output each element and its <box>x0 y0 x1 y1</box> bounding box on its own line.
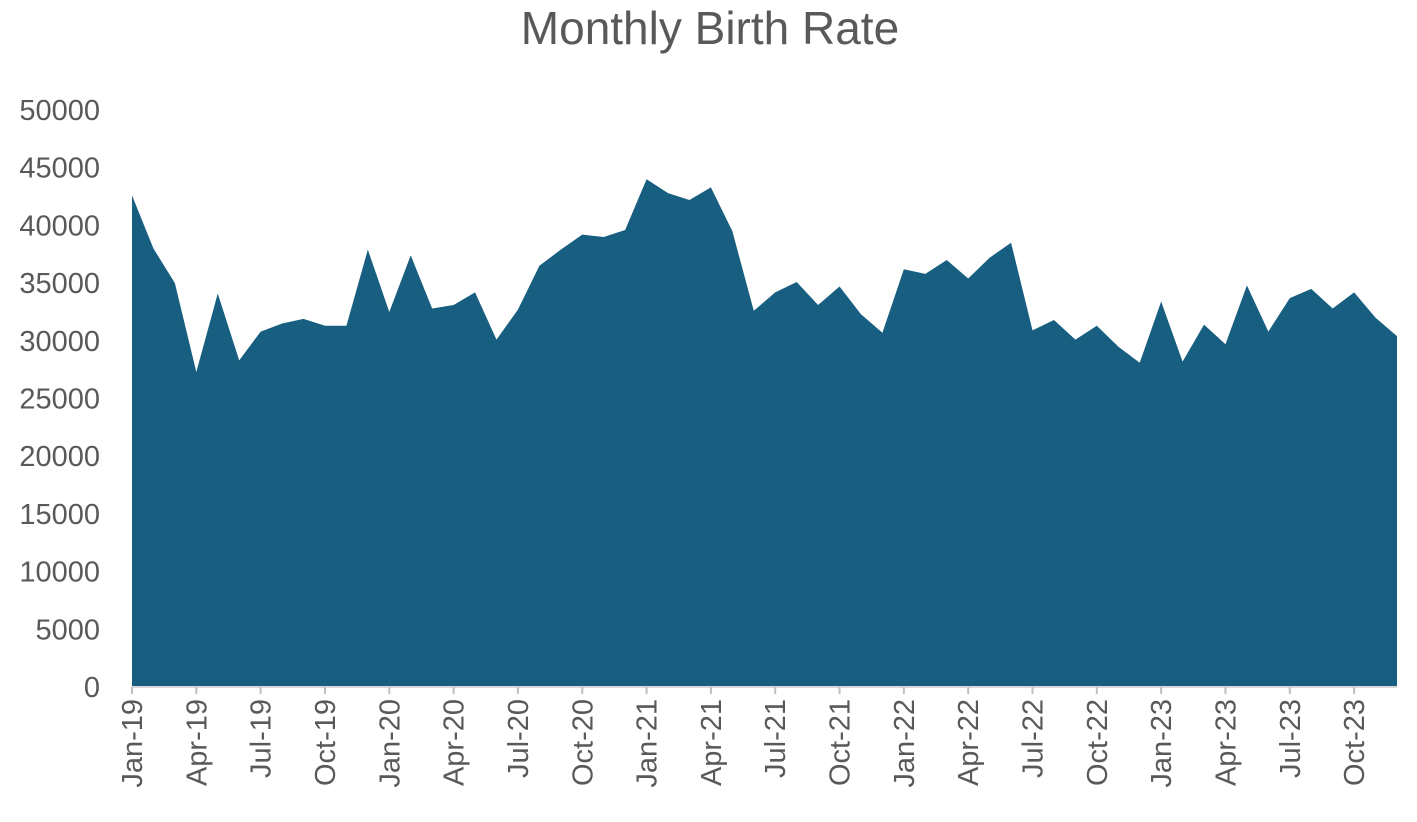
x-tick-label: Oct-23 <box>1339 699 1371 786</box>
x-tick-label: Jul-20 <box>503 699 535 778</box>
y-tick-label: 0 <box>84 672 100 704</box>
x-tick-label: Apr-23 <box>1210 699 1242 786</box>
y-tick-label: 40000 <box>19 210 100 242</box>
x-tick-label: Apr-21 <box>696 699 728 786</box>
y-tick-label: 50000 <box>19 95 100 127</box>
y-tick-label: 25000 <box>19 384 100 416</box>
y-tick-label: 30000 <box>19 326 100 358</box>
x-tick-label: Jan-21 <box>632 699 664 788</box>
x-tick-label: Jan-19 <box>117 699 149 788</box>
x-tick-label: Oct-19 <box>310 699 342 786</box>
x-tick-label: Apr-19 <box>181 699 213 786</box>
series-area <box>132 179 1397 688</box>
y-tick-label: 45000 <box>19 153 100 185</box>
x-tick-label: Jan-23 <box>1146 699 1178 788</box>
x-tick-label: Jul-23 <box>1275 699 1307 778</box>
x-tick-label: Jan-22 <box>889 699 921 788</box>
x-tick-label: Jul-19 <box>246 699 278 778</box>
y-tick-label: 15000 <box>19 499 100 531</box>
y-tick-label: 35000 <box>19 268 100 300</box>
x-tick-label: Jul-21 <box>760 699 792 778</box>
y-tick-label: 10000 <box>19 557 100 589</box>
x-tick-label: Apr-20 <box>439 699 471 786</box>
y-tick-label: 20000 <box>19 441 100 473</box>
x-axis: Jan-19 Apr-19 Jul-19 Oct-19 Jan-20 Apr-20 Jul-… <box>117 686 1397 788</box>
chart-title: Monthly Birth Rate <box>521 2 899 54</box>
area-layer <box>132 179 1397 688</box>
x-tick-label: Jan-20 <box>374 699 406 788</box>
x-tick-label: Jul-22 <box>1018 699 1050 778</box>
x-tick-label: Oct-20 <box>567 699 599 786</box>
y-axis: 0 5000 10000 15000 20000 25000 30000 35000 40000… <box>19 95 100 704</box>
x-tick-label: Apr-22 <box>953 699 985 786</box>
y-tick-label: 5000 <box>35 614 100 646</box>
x-tick-label: Oct-22 <box>1082 699 1114 786</box>
x-tick-label: Oct-21 <box>825 699 857 786</box>
